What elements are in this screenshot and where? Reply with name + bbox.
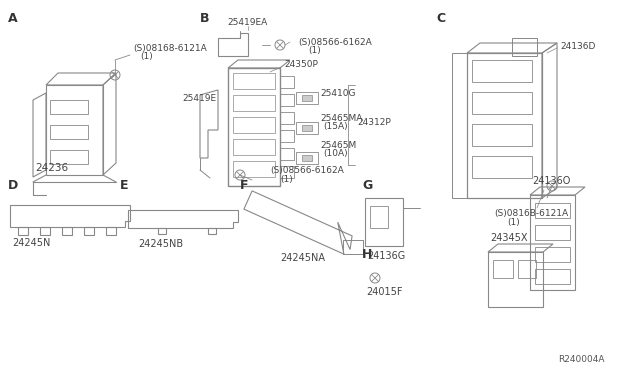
Bar	[488, 252, 543, 307]
Text: 24236: 24236	[35, 163, 68, 173]
Text: (S)08566-6162A: (S)08566-6162A	[270, 166, 344, 174]
Text: R240004A: R240004A	[558, 356, 605, 365]
Bar	[343, 240, 363, 254]
Bar	[472, 92, 532, 114]
Text: 24136O: 24136O	[532, 176, 570, 186]
Text: 24015F: 24015F	[366, 287, 403, 297]
Bar	[512, 38, 537, 56]
Text: 24312P: 24312P	[357, 118, 391, 126]
Bar	[302, 125, 312, 131]
Text: 24245NB: 24245NB	[138, 239, 183, 249]
Bar	[370, 206, 388, 228]
Bar	[535, 269, 570, 284]
Text: 24136D: 24136D	[560, 42, 595, 51]
Bar	[530, 195, 575, 290]
Bar	[535, 247, 570, 262]
Bar	[233, 95, 275, 111]
Text: 25410G: 25410G	[320, 89, 355, 97]
Text: H: H	[362, 248, 372, 262]
Text: 25419EA: 25419EA	[227, 17, 268, 26]
Bar	[233, 117, 275, 133]
Bar	[50, 100, 88, 114]
Bar	[50, 125, 88, 139]
Bar	[280, 148, 294, 160]
Text: 25465M: 25465M	[320, 141, 356, 150]
Text: (1): (1)	[507, 218, 520, 227]
Text: D: D	[8, 179, 19, 192]
Text: B: B	[200, 12, 209, 25]
Bar	[518, 260, 536, 278]
Bar	[280, 94, 294, 106]
Text: (1): (1)	[308, 45, 321, 55]
Text: (10A): (10A)	[323, 148, 348, 157]
Bar	[228, 68, 280, 186]
Bar	[280, 166, 294, 178]
Bar	[280, 130, 294, 142]
Bar	[233, 139, 275, 155]
Bar	[50, 150, 88, 164]
Text: C: C	[436, 12, 445, 25]
Text: 24245NA: 24245NA	[280, 253, 325, 263]
Text: G: G	[362, 179, 372, 192]
Text: (S)08566-6162A: (S)08566-6162A	[298, 38, 372, 46]
Bar	[535, 225, 570, 240]
Text: (S)0816B-6121A: (S)0816B-6121A	[494, 208, 568, 218]
Text: 25419E: 25419E	[182, 93, 216, 103]
Bar	[535, 203, 570, 218]
Bar	[302, 155, 312, 161]
Text: (1): (1)	[140, 51, 153, 61]
Bar	[296, 122, 318, 134]
Bar	[233, 73, 275, 89]
Text: 25465MA: 25465MA	[320, 113, 362, 122]
Text: 24350P: 24350P	[284, 60, 318, 68]
Bar	[280, 76, 294, 88]
Text: (15A): (15A)	[323, 122, 348, 131]
Text: (S)08168-6121A: (S)08168-6121A	[133, 44, 207, 52]
Text: A: A	[8, 12, 18, 25]
Text: 24136G: 24136G	[367, 251, 405, 261]
Text: (1): (1)	[280, 174, 292, 183]
Text: F: F	[240, 179, 248, 192]
Bar	[233, 161, 275, 177]
Text: 24345X: 24345X	[490, 233, 527, 243]
Text: E: E	[120, 179, 129, 192]
Bar	[467, 53, 542, 198]
Bar	[296, 152, 318, 164]
Bar	[280, 112, 294, 124]
Bar	[472, 124, 532, 146]
Bar	[302, 95, 312, 101]
Bar	[296, 92, 318, 104]
Bar	[365, 198, 403, 246]
Bar	[493, 260, 513, 278]
Bar	[472, 156, 532, 178]
Text: 24245N: 24245N	[12, 238, 51, 248]
Bar	[472, 60, 532, 82]
Bar	[452, 53, 467, 198]
